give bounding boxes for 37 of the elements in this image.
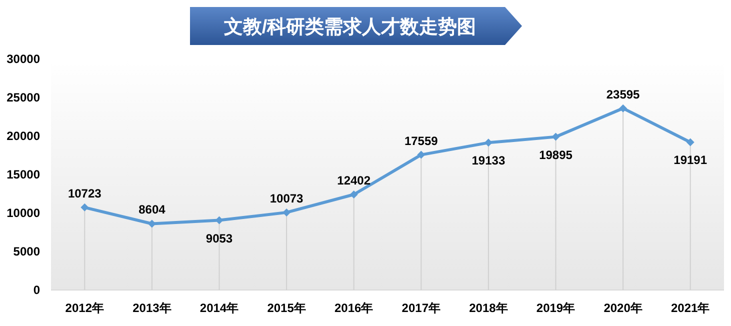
x-tick-label: 2020年 <box>604 301 642 315</box>
x-tick-label: 2012年 <box>65 301 104 315</box>
data-label: 19191 <box>674 153 708 168</box>
data-label: 9053 <box>206 231 233 246</box>
data-label: 10073 <box>270 191 304 206</box>
y-tick-label: 5000 <box>13 244 40 258</box>
point <box>619 104 628 112</box>
x-tick-label: 2018年 <box>469 301 508 315</box>
data-label: 17559 <box>404 134 438 148</box>
point <box>484 138 492 147</box>
y-tick-label: 15000 <box>6 168 40 182</box>
x-tick-label: 2013年 <box>132 301 172 315</box>
x-tick-label: 2019年 <box>536 301 576 315</box>
data-label: 8604 <box>138 202 166 217</box>
point <box>417 150 426 159</box>
x-tick-label: 2014年 <box>200 301 239 315</box>
data-label: 10723 <box>68 186 102 200</box>
y-tick-label: 25000 <box>6 90 40 104</box>
point <box>80 203 89 212</box>
x-tick-label: 2015年 <box>267 301 306 315</box>
data-label: 12402 <box>337 174 371 188</box>
data-label: 19133 <box>472 154 506 168</box>
point <box>552 132 560 141</box>
point <box>350 190 358 199</box>
x-tick-label: 2017年 <box>402 301 440 315</box>
x-tick-label: 2021年 <box>671 301 710 315</box>
x-tick-label: 2016年 <box>334 301 374 315</box>
point <box>686 138 694 146</box>
y-tick-label: 0 <box>33 283 40 297</box>
chart-title: 文教/科研类需求人才数走势图 <box>222 16 476 38</box>
y-tick-label: 20000 <box>6 129 40 143</box>
point <box>282 208 291 216</box>
y-tick-label: 30000 <box>6 52 40 66</box>
data-label: 19895 <box>539 148 573 162</box>
point <box>148 220 156 228</box>
y-tick-label: 10000 <box>6 206 40 220</box>
data-label: 23595 <box>606 87 640 102</box>
